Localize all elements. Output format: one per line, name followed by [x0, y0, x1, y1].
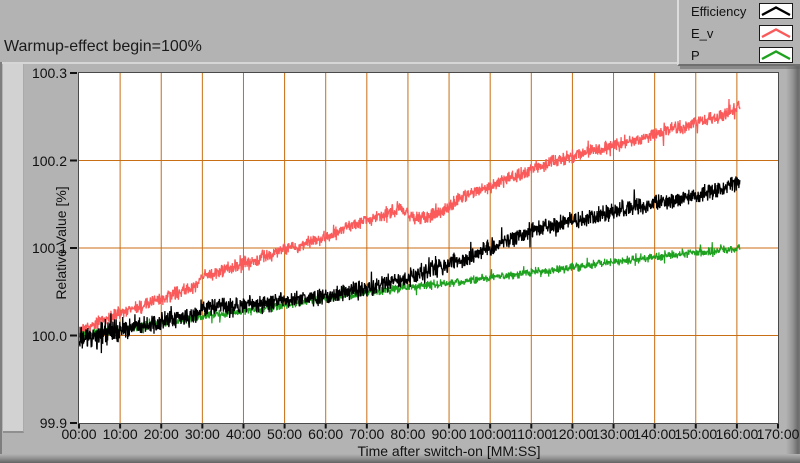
- y-tick-label: 100.3: [31, 65, 67, 81]
- x-tick-label: 70:00: [349, 426, 385, 442]
- x-axis-title: Time after switch-on [MM:SS]: [357, 443, 541, 459]
- legend-line-swatch[interactable]: [759, 47, 793, 63]
- plot-border: [78, 72, 779, 424]
- window-right-border: [786, 62, 800, 463]
- x-tick-label: 120:00: [550, 426, 594, 442]
- line-style-chevron-icon: [761, 50, 791, 61]
- y-tick-label: 100.0: [31, 327, 67, 344]
- x-tick-label: 30:00: [184, 426, 220, 442]
- x-tick-label: 110:00: [510, 426, 553, 442]
- x-tick-label: 130:00: [592, 426, 635, 442]
- legend-item-label: E_v: [691, 25, 714, 41]
- window-bottom-border: [0, 454, 800, 463]
- y-axis-title: Relative Value [%]: [53, 186, 69, 300]
- panel-groove-line: [0, 62, 800, 64]
- legend-item-efficiency[interactable]: Efficiency: [679, 0, 800, 22]
- line-style-chevron-icon: [761, 28, 791, 39]
- left-splitter-bar[interactable]: [3, 64, 24, 433]
- x-tick-label: 100:00: [468, 426, 512, 442]
- line-style-chevron-icon: [761, 6, 791, 17]
- x-tick-label: 90:00: [431, 426, 467, 442]
- left-edge-line: [0, 62, 2, 456]
- x-tick-label: 160:00: [715, 426, 759, 442]
- x-tick-label: 00:00: [61, 426, 97, 442]
- legend-line-swatch[interactable]: [759, 3, 793, 19]
- graph-title: Warmup-effect begin=100%: [4, 38, 202, 55]
- series-layer: [79, 99, 741, 354]
- x-tick-label: 10:00: [102, 426, 138, 442]
- legend-item-label: P: [691, 47, 700, 63]
- plot-legend: Efficiency E_v P: [677, 0, 800, 66]
- y-tick-label: 99.9: [39, 415, 67, 431]
- y-tick-label: 100.2: [31, 152, 67, 169]
- series-line-efficiency: [79, 176, 741, 354]
- x-tick-label: 20:00: [143, 426, 179, 442]
- x-tick-label: 40:00: [225, 426, 261, 442]
- x-tick-label: 80:00: [390, 426, 426, 442]
- x-tick-label: 170:00: [756, 426, 800, 442]
- series-line-e_v: [79, 99, 741, 339]
- x-tick-label: 60:00: [308, 426, 344, 442]
- x-tick-label: 150:00: [674, 426, 718, 442]
- y-tick-label: 100.1: [31, 240, 67, 256]
- x-tick-label: 140:00: [633, 426, 677, 442]
- legend-item-label: Efficiency: [691, 3, 747, 19]
- legend-item-ev[interactable]: E_v: [679, 22, 800, 44]
- legend-item-p[interactable]: P: [679, 44, 800, 66]
- legend-line-swatch[interactable]: [759, 25, 793, 41]
- x-tick-label: 50:00: [267, 426, 303, 442]
